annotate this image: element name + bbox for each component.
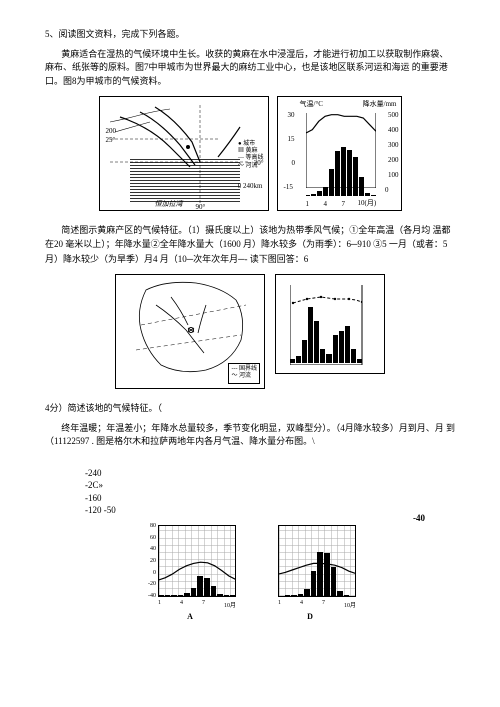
chart-a-curve bbox=[158, 525, 236, 597]
figure-row-3: -40 806040200-20-40 14710月 A 14710月 D bbox=[45, 521, 455, 613]
chart-a-xaxis: 14710月 bbox=[158, 600, 236, 609]
c1-rt2: 300 bbox=[388, 141, 399, 149]
c1-lt3: -15 bbox=[284, 183, 293, 191]
map2-legend-river: 〜 河流 bbox=[231, 373, 257, 381]
c1-ylabel-l: 气温/°C bbox=[300, 99, 323, 109]
map1-gulf: 恒加拉湾 bbox=[155, 199, 183, 209]
chart-a-yaxis: 806040200-20-40 bbox=[140, 523, 156, 599]
num-160: -160 bbox=[85, 492, 455, 505]
c1-lt2: 0 bbox=[292, 159, 296, 167]
q5-para1: 黄麻适合在湿热的气候环境中生长。收获的黄麻在水中浸湿后，才能进行初加工以获取制作… bbox=[45, 48, 455, 89]
num-2c: -2C» bbox=[85, 479, 455, 492]
map-1: 200 25° 20° 恒加拉湾 0 240km 90° ● 城市 ▦ 黄麻 —… bbox=[99, 96, 269, 211]
q4-header: 4分）简述该地的气候特征。（ bbox=[45, 401, 455, 415]
c1-rt0: 500 bbox=[388, 111, 399, 119]
chart-d: 14710月 D bbox=[260, 521, 360, 613]
climate-chart-1: 气温/°C 降水量/mm 30 15 0 -15 500 400 300 200… bbox=[277, 96, 402, 211]
c1-rt4: 100 bbox=[388, 171, 399, 179]
c1-rt5: 0 bbox=[385, 186, 389, 194]
climate-chart-2 bbox=[275, 274, 385, 374]
num-120-50: -120 -50 bbox=[85, 504, 455, 517]
map1-contour-200: 200 bbox=[106, 127, 117, 135]
c1-x0: 1 bbox=[306, 200, 310, 208]
map-2: --- 国界线 〜 河流 bbox=[115, 274, 265, 389]
c1-lt1: 15 bbox=[288, 135, 295, 143]
c1-lt0: 30 bbox=[288, 111, 295, 119]
map1-legend-contour: — 等高线 bbox=[238, 155, 264, 162]
chart-d-curve bbox=[278, 525, 356, 597]
c1-rt1: 400 bbox=[388, 126, 399, 134]
c1-ylabel-r: 降水量/mm bbox=[363, 99, 397, 109]
chart-d-xaxis: 14710月 bbox=[278, 600, 356, 609]
minus-40-label: -40 bbox=[413, 513, 425, 523]
c1-axes bbox=[306, 113, 376, 188]
chart-a: 806040200-20-40 14710月 A bbox=[140, 521, 240, 613]
q1-text: 简述图示黄麻产区的气候特征。（1）摄氏度以上）该地为热带季风气候；①全年高温（各… bbox=[45, 223, 455, 266]
c1-x1: 4 bbox=[324, 200, 328, 208]
figure-row-1: 200 25° 20° 恒加拉湾 0 240km 90° ● 城市 ▦ 黄麻 —… bbox=[45, 96, 455, 211]
c1-rt3: 200 bbox=[388, 156, 399, 164]
chart-d-caption: D bbox=[307, 612, 313, 621]
c2-axes bbox=[290, 285, 366, 365]
q5-header: 5、阅读图文资料，完成下列各题。 bbox=[45, 28, 455, 42]
q4-text1: 终年温暖；年温差小；年降水总量较多，季节变化明显，双峰型分）。（4月降水较多）月… bbox=[45, 422, 455, 449]
map2-legend: --- 国界线 〜 河流 bbox=[228, 363, 260, 385]
number-list: -240 -2C» -160 -120 -50 bbox=[85, 467, 455, 517]
map1-legend: ● 城市 ▦ 黄麻 — 等高线 〜 河流 bbox=[238, 141, 264, 170]
map1-legend-river: 〜 河流 bbox=[238, 163, 264, 170]
c1-x3: 10(月) bbox=[358, 198, 377, 208]
figure-row-2: --- 国界线 〜 河流 bbox=[45, 274, 455, 389]
map1-lat25: 25° bbox=[106, 136, 116, 144]
num-240: -240 bbox=[85, 467, 455, 480]
c1-x2: 7 bbox=[342, 200, 346, 208]
map1-scale: 0 240km bbox=[238, 182, 263, 190]
map1-lon: 90° bbox=[196, 203, 206, 211]
chart-a-caption: A bbox=[187, 612, 193, 621]
